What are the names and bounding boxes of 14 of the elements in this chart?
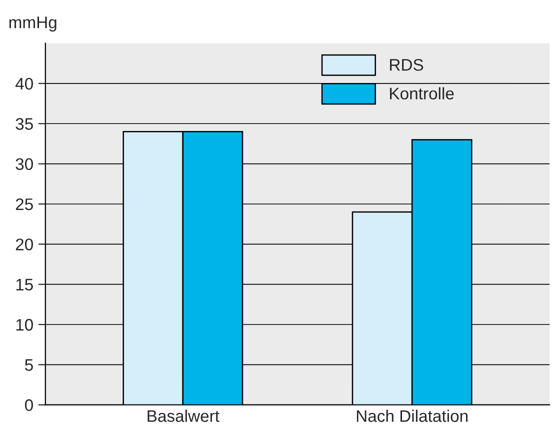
y-axis-title: mmHg (9, 16, 56, 32)
y-tick-label: 25 (16, 198, 33, 210)
x-tick-label: Nach Dilatation (356, 410, 468, 422)
y-tick-label: 10 (16, 318, 33, 331)
y-tick-label: 40 (15, 78, 33, 90)
legend-label: RDS (390, 58, 424, 71)
legend-label: Kontrolle (390, 87, 454, 100)
x-tick-label: Basalwert (148, 410, 220, 422)
y-tick-label: 5 (25, 359, 33, 371)
y-tick-label: 30 (16, 158, 33, 170)
y-tick-label: 15 (16, 278, 33, 291)
y-tick-label: 35 (16, 118, 33, 130)
y-tick-label: 0 (25, 399, 33, 412)
y-tick-label: 20 (16, 238, 33, 250)
